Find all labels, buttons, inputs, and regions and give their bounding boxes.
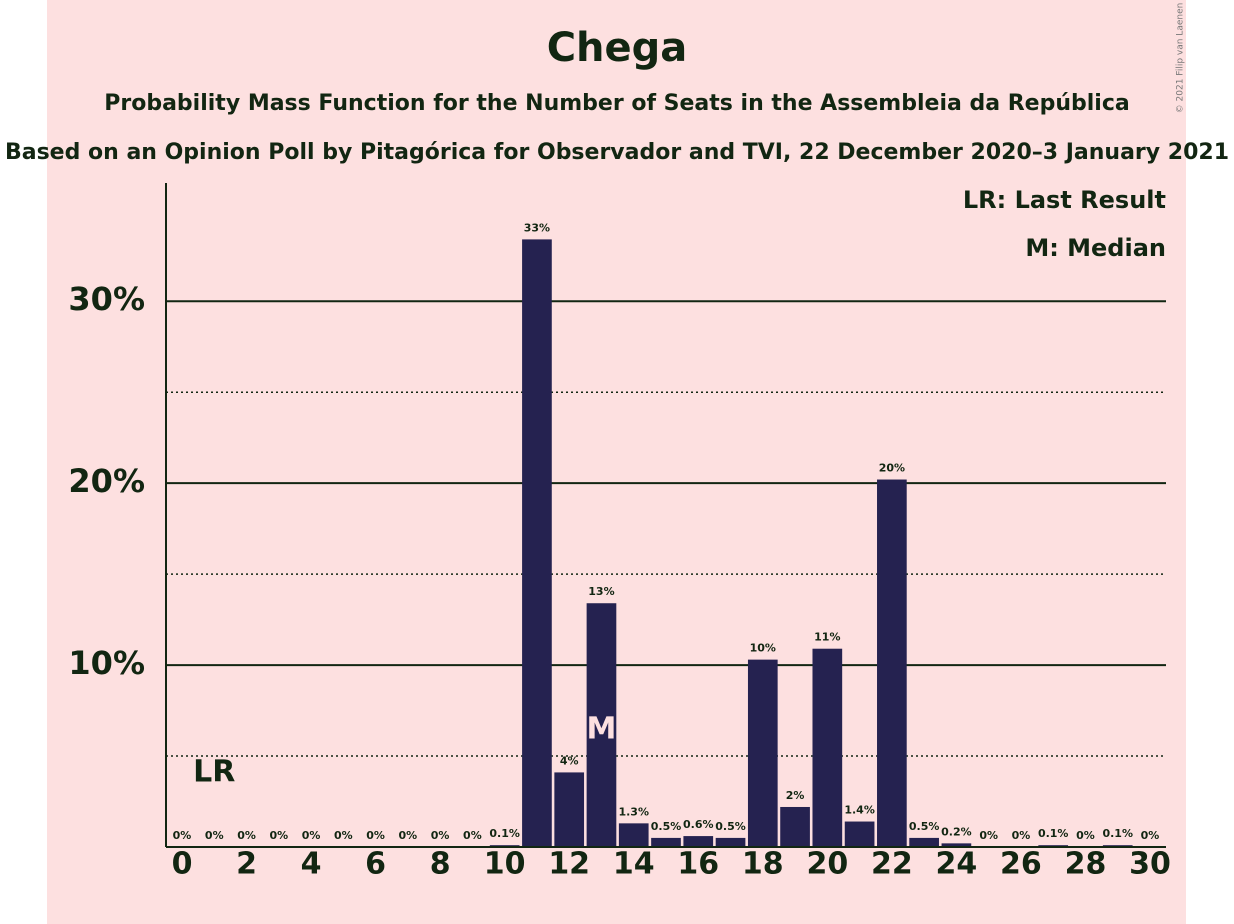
chart-subtitle: Based on an Opinion Poll by Pitagórica f…: [5, 140, 1229, 165]
bar: [586, 603, 617, 847]
x-tick-label: 16: [677, 847, 719, 882]
value-label: 10%: [750, 642, 776, 655]
value-label: 0%: [366, 829, 385, 842]
value-label: 0%: [399, 829, 418, 842]
x-tick-label: 0: [172, 847, 193, 882]
x-tick-label: 14: [613, 847, 655, 882]
bar: [618, 823, 649, 847]
value-label: 0%: [334, 829, 353, 842]
bar: [651, 837, 681, 847]
chart-subtitle: Probability Mass Function for the Number…: [104, 91, 1129, 116]
bar: [877, 479, 907, 847]
value-label: 0%: [1012, 829, 1031, 842]
bar: [812, 648, 843, 847]
value-label: 0.1%: [1038, 827, 1069, 840]
bar: [909, 837, 939, 847]
bar: [683, 836, 714, 847]
x-tick-label: 12: [548, 847, 590, 882]
value-label: 2%: [786, 789, 805, 802]
bar: [844, 821, 875, 847]
value-label: 0%: [431, 829, 450, 842]
y-tick-label: 30%: [68, 280, 145, 318]
x-tick-label: 20: [806, 847, 848, 882]
value-label: 11%: [814, 631, 840, 644]
x-tick-label: 18: [742, 847, 784, 882]
x-tick-label: 28: [1065, 847, 1107, 882]
value-label: 1.3%: [618, 805, 649, 818]
value-label: 0%: [269, 829, 288, 842]
chart-background: [47, 0, 1186, 924]
x-tick-label: 30: [1129, 847, 1171, 882]
value-label: 0.1%: [489, 827, 520, 840]
x-tick-label: 10: [484, 847, 526, 882]
value-label: 0%: [1141, 829, 1160, 842]
x-tick-label: 26: [1000, 847, 1042, 882]
value-label: 0.1%: [1102, 827, 1133, 840]
bar: [747, 659, 778, 847]
value-label: 0%: [1076, 829, 1095, 842]
value-label: 0.6%: [683, 818, 714, 831]
x-tick-label: 24: [936, 847, 978, 882]
bar: [554, 772, 585, 847]
value-label: 0.2%: [941, 825, 972, 838]
value-label: 0.5%: [715, 820, 746, 833]
value-label: 0%: [302, 829, 321, 842]
value-label: 4%: [560, 754, 579, 767]
value-label: 0%: [173, 829, 192, 842]
value-label: 0%: [979, 829, 998, 842]
value-label: 33%: [524, 221, 550, 234]
value-label: 0.5%: [909, 820, 940, 833]
value-label: 0%: [463, 829, 482, 842]
chart-title: Chega: [547, 25, 688, 71]
bar: [780, 806, 810, 847]
value-label: 0.5%: [651, 820, 682, 833]
copyright: © 2021 Filip van Laenen: [1176, 3, 1186, 114]
x-tick-label: 2: [236, 847, 257, 882]
value-label: 20%: [879, 462, 905, 475]
legend-entry: LR: Last Result: [963, 186, 1166, 214]
value-label: 0%: [237, 829, 256, 842]
y-tick-label: 10%: [68, 644, 145, 682]
median-marker: M: [587, 712, 617, 747]
value-label: 0%: [205, 829, 224, 842]
bar: [715, 837, 746, 847]
last-result-marker: LR: [193, 755, 235, 790]
bar: [941, 843, 972, 847]
x-tick-label: 6: [365, 847, 386, 882]
value-label: 1.4%: [844, 804, 875, 817]
x-tick-label: 8: [430, 847, 451, 882]
y-tick-label: 20%: [68, 462, 145, 500]
x-tick-label: 22: [871, 847, 913, 882]
bar: [522, 239, 552, 847]
x-tick-label: 4: [301, 847, 322, 882]
legend-entry: M: Median: [1025, 234, 1166, 262]
value-label: 13%: [588, 585, 614, 598]
